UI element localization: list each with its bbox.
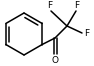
Text: F: F <box>74 2 80 10</box>
Text: F: F <box>84 29 90 37</box>
Text: O: O <box>52 56 58 65</box>
Text: F: F <box>47 2 53 10</box>
